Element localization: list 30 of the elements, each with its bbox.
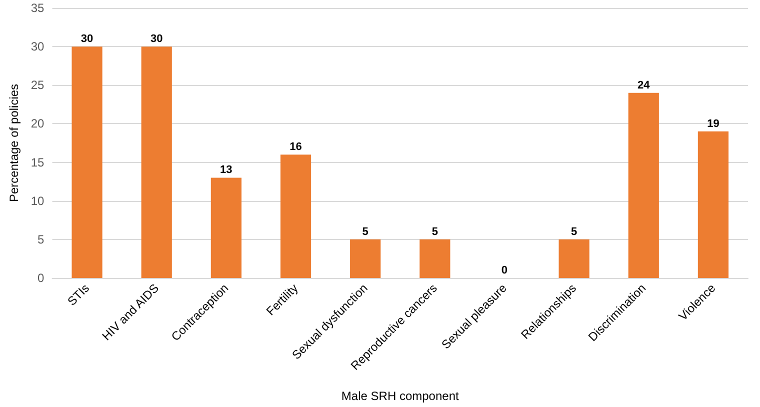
bar: [698, 131, 729, 278]
y-tick-label: 20: [30, 116, 45, 131]
data-label: 5: [571, 226, 578, 238]
data-label: 5: [432, 226, 438, 238]
x-axis-title: Male SRH component: [341, 389, 460, 403]
x-tick-label: STIs: [64, 281, 92, 308]
y-tick-label: 5: [38, 232, 45, 246]
bar: [72, 46, 102, 278]
data-label: 24: [638, 79, 651, 92]
y-tick-label: 30: [30, 40, 45, 54]
y-tick-label: 25: [30, 78, 45, 92]
y-axis-title: Percentage of policies: [7, 84, 21, 202]
y-tick-label: 15: [30, 155, 45, 170]
bar: [350, 239, 381, 278]
data-label: 13: [220, 164, 232, 176]
data-label: 16: [290, 141, 302, 154]
data-label: 0: [501, 264, 508, 276]
data-label: 19: [707, 118, 720, 130]
bar: [420, 239, 450, 278]
y-tick-label: 35: [30, 1, 45, 15]
bar: [558, 239, 590, 278]
bar: [210, 178, 242, 278]
data-label: 30: [80, 33, 94, 46]
y-tick-label: 0: [38, 271, 45, 285]
bar: [628, 92, 659, 278]
data-label: 30: [150, 33, 163, 46]
bar: [141, 46, 172, 278]
bar: [280, 154, 312, 278]
data-label: 5: [362, 226, 368, 238]
y-tick-label: 10: [30, 194, 45, 208]
